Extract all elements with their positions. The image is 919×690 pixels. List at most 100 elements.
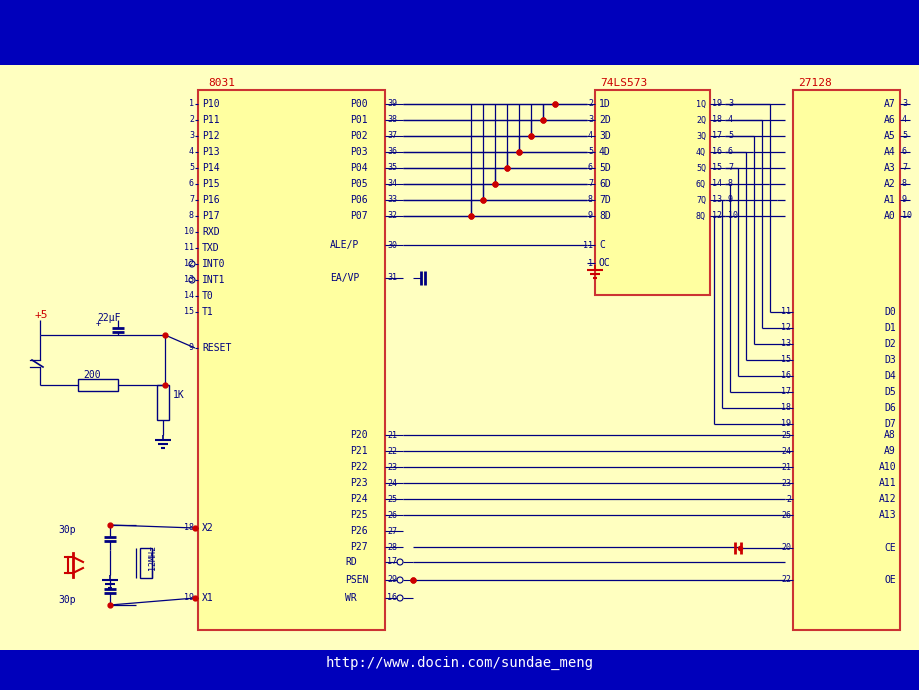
Text: 4D: 4D bbox=[598, 147, 610, 157]
Text: 8: 8 bbox=[188, 212, 194, 221]
Text: P05: P05 bbox=[349, 179, 368, 189]
Text: P11: P11 bbox=[202, 115, 220, 125]
Text: 29: 29 bbox=[387, 575, 397, 584]
Text: 2: 2 bbox=[785, 495, 790, 504]
Text: 19: 19 bbox=[780, 420, 790, 428]
Text: 18: 18 bbox=[711, 115, 721, 124]
Text: 3Q: 3Q bbox=[696, 132, 705, 141]
Text: 17: 17 bbox=[387, 558, 397, 566]
Text: 26: 26 bbox=[387, 511, 397, 520]
Text: 7D: 7D bbox=[598, 195, 610, 205]
Text: P16: P16 bbox=[202, 195, 220, 205]
Text: 6D: 6D bbox=[598, 179, 610, 189]
Text: P00: P00 bbox=[349, 99, 368, 109]
Text: 8: 8 bbox=[901, 179, 906, 188]
Text: P15: P15 bbox=[202, 179, 220, 189]
Text: 9: 9 bbox=[727, 195, 732, 204]
Text: P12: P12 bbox=[202, 131, 220, 141]
Text: 13: 13 bbox=[780, 339, 790, 348]
Text: 5: 5 bbox=[587, 148, 593, 157]
Text: 22: 22 bbox=[780, 575, 790, 584]
Text: 7: 7 bbox=[587, 179, 593, 188]
Text: P02: P02 bbox=[349, 131, 368, 141]
Text: 4Q: 4Q bbox=[696, 148, 705, 157]
Text: A8: A8 bbox=[883, 430, 895, 440]
Text: 2: 2 bbox=[188, 115, 194, 124]
Text: A6: A6 bbox=[883, 115, 895, 125]
Text: D1: D1 bbox=[883, 323, 895, 333]
Text: 13: 13 bbox=[184, 275, 194, 284]
Text: 6: 6 bbox=[188, 179, 194, 188]
Text: P01: P01 bbox=[349, 115, 368, 125]
Text: 7: 7 bbox=[188, 195, 194, 204]
Text: 9: 9 bbox=[188, 344, 194, 353]
Text: 5: 5 bbox=[727, 132, 732, 141]
Text: OC: OC bbox=[598, 258, 610, 268]
Text: P22: P22 bbox=[349, 462, 368, 472]
Bar bbox=[0, 650, 919, 690]
Text: 1: 1 bbox=[188, 99, 194, 108]
Text: 38: 38 bbox=[387, 115, 397, 124]
Text: 15: 15 bbox=[711, 164, 721, 172]
Text: 1K: 1K bbox=[173, 390, 185, 400]
Text: 30p: 30p bbox=[58, 525, 75, 535]
Text: 32: 32 bbox=[387, 212, 397, 221]
Text: 20: 20 bbox=[780, 544, 790, 553]
Text: 24: 24 bbox=[387, 478, 397, 488]
Text: P14: P14 bbox=[202, 163, 220, 173]
Text: 6: 6 bbox=[727, 148, 732, 157]
Bar bbox=[78, 379, 118, 391]
Text: 2Q: 2Q bbox=[696, 115, 705, 124]
Text: X2: X2 bbox=[202, 523, 213, 533]
Text: 200: 200 bbox=[83, 370, 100, 380]
Text: 21: 21 bbox=[387, 431, 397, 440]
Text: P27: P27 bbox=[349, 542, 368, 552]
Text: 19: 19 bbox=[184, 593, 194, 602]
Text: 6Q: 6Q bbox=[696, 179, 705, 188]
Text: 9: 9 bbox=[587, 212, 593, 221]
Text: 19: 19 bbox=[711, 99, 721, 108]
Text: 3D: 3D bbox=[598, 131, 610, 141]
Text: 11: 11 bbox=[780, 308, 790, 317]
Text: 18: 18 bbox=[780, 404, 790, 413]
Text: 11: 11 bbox=[184, 244, 194, 253]
Text: 22μF: 22μF bbox=[96, 313, 120, 323]
Text: D4: D4 bbox=[883, 371, 895, 381]
Text: A12: A12 bbox=[878, 494, 895, 504]
Text: 13: 13 bbox=[711, 195, 721, 204]
Text: A0: A0 bbox=[883, 211, 895, 221]
Text: T1: T1 bbox=[202, 307, 213, 317]
Text: 16: 16 bbox=[780, 371, 790, 380]
Text: 7Q: 7Q bbox=[696, 195, 705, 204]
Text: 28: 28 bbox=[387, 542, 397, 551]
Text: RXD: RXD bbox=[202, 227, 220, 237]
Text: RESET: RESET bbox=[202, 343, 231, 353]
Text: 14: 14 bbox=[184, 291, 194, 301]
Text: 6: 6 bbox=[587, 164, 593, 172]
Text: 3: 3 bbox=[587, 115, 593, 124]
Text: 12: 12 bbox=[184, 259, 194, 268]
Text: 2D: 2D bbox=[598, 115, 610, 125]
Text: 35: 35 bbox=[387, 164, 397, 172]
Text: A7: A7 bbox=[883, 99, 895, 109]
Text: 4: 4 bbox=[901, 115, 906, 124]
Text: 33: 33 bbox=[387, 195, 397, 204]
Text: 34: 34 bbox=[387, 179, 397, 188]
Text: 27: 27 bbox=[387, 526, 397, 535]
Text: RD: RD bbox=[345, 557, 357, 567]
Text: A5: A5 bbox=[883, 131, 895, 141]
Text: 74LS573: 74LS573 bbox=[599, 78, 647, 88]
Text: 2: 2 bbox=[587, 99, 593, 108]
Text: INT1: INT1 bbox=[202, 275, 225, 285]
Text: D7: D7 bbox=[883, 419, 895, 429]
Text: 39: 39 bbox=[387, 99, 397, 108]
Text: 5D: 5D bbox=[598, 163, 610, 173]
Text: 5Q: 5Q bbox=[696, 164, 705, 172]
Text: P24: P24 bbox=[349, 494, 368, 504]
Text: A3: A3 bbox=[883, 163, 895, 173]
Text: CE: CE bbox=[883, 543, 895, 553]
Bar bbox=[595, 90, 709, 295]
Text: P25: P25 bbox=[349, 510, 368, 520]
Text: A4: A4 bbox=[883, 147, 895, 157]
Text: TXD: TXD bbox=[202, 243, 220, 253]
